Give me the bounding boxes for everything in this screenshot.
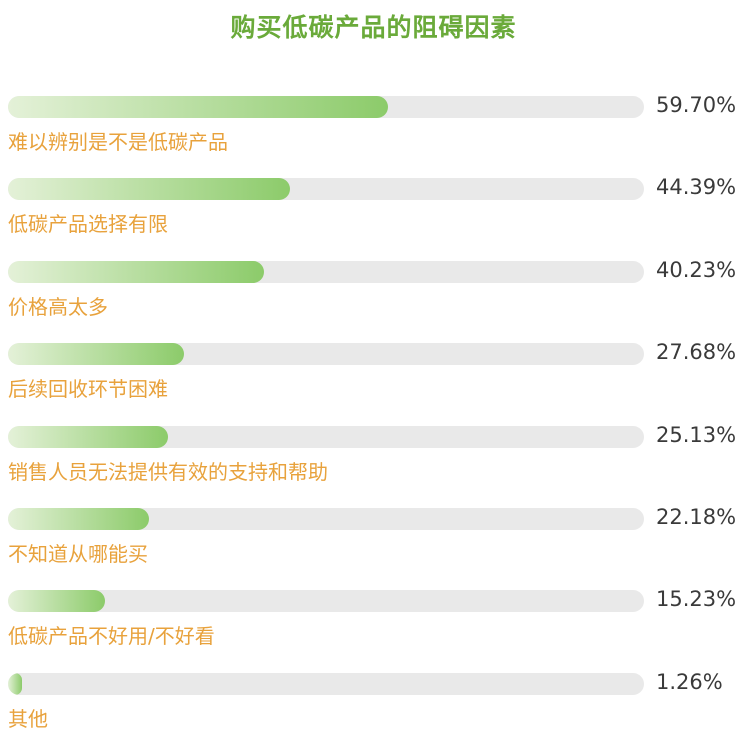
bar [8,260,264,283]
bar-track [8,96,644,118]
bar-track [8,590,644,613]
bar-row: 40.23% 价格高太多 [8,257,743,343]
category-label: 难以辨别是不是低碳产品 [8,130,228,154]
bar-row: 22.18% 不知道从哪能买 [8,504,743,590]
bar-track [8,507,644,530]
value-label: 15.23% [656,587,737,612]
bar-row: 59.70% 难以辨别是不是低碳产品 [8,93,743,178]
bar [8,507,150,530]
bar-chart: 59.70% 难以辨别是不是低碳产品 44.39% 低碳产品选择有限 40.23% 价格高… [8,93,743,755]
value-label: 22.18% [656,504,737,529]
bar-row: 1.26% 其他 [8,669,743,755]
bar [8,96,388,118]
value-label: 40.23% [656,257,737,282]
value-label: 59.70% [656,93,737,117]
bar-track [8,672,644,695]
category-label: 价格高太多 [8,294,108,319]
bar [8,343,185,366]
bar-row: 27.68% 后续回收环节困难 [8,340,743,425]
bar [8,590,105,613]
bar [8,178,291,201]
category-label: 其他 [8,706,48,731]
chart-title: 购买低碳产品的阻碍因素 [230,13,517,42]
bar-track [8,343,644,366]
bar-track [8,260,644,283]
bar-track [8,425,644,448]
category-label: 后续回收环节困难 [8,377,168,402]
value-label: 44.39% [656,175,737,200]
bar-row: 44.39% 低碳产品选择有限 [8,175,743,260]
bar-row: 25.13% 销售人员无法提供有效的支持和帮助 [8,422,743,508]
bar-track [8,178,644,201]
value-label: 1.26% [656,669,723,694]
bar-row: 15.23% 低碳产品不好用/不好看 [8,587,743,672]
category-label: 低碳产品不好用/不好看 [8,624,215,649]
value-label: 25.13% [656,422,737,447]
category-label: 低碳产品选择有限 [8,212,168,237]
value-label: 27.68% [656,340,737,365]
category-label: 不知道从哪能买 [8,541,148,566]
bar [8,672,22,695]
bar [8,425,168,448]
category-label: 销售人员无法提供有效的支持和帮助 [8,459,328,484]
